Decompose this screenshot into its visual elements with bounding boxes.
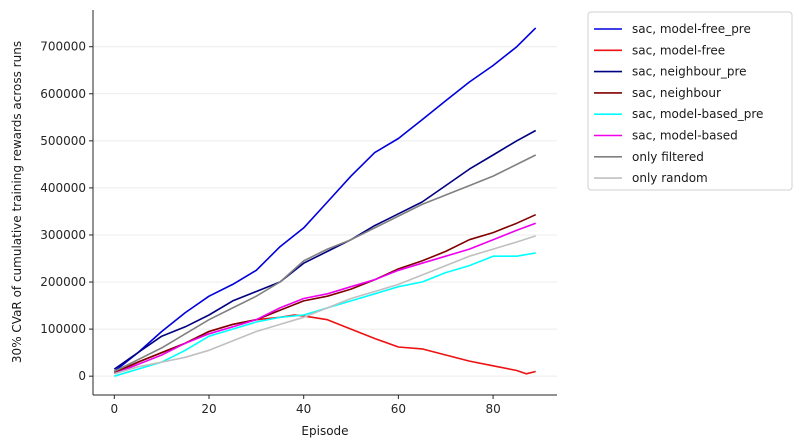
- y-tick-label: 100000: [40, 322, 86, 336]
- legend-entry-label: sac, neighbour: [632, 86, 721, 100]
- x-tick-label: 40: [296, 402, 311, 416]
- x-tick-label: 60: [391, 402, 406, 416]
- legend-entry-label: sac, model-based_pre: [632, 107, 763, 121]
- y-gridlines: [93, 46, 557, 377]
- x-axis-label: Episode: [301, 424, 348, 438]
- legend-entry-label: sac, model-based: [632, 129, 738, 143]
- legend-entry-label: sac, model-free: [632, 43, 725, 57]
- y-tick-label: 400000: [40, 181, 86, 195]
- x-tick-label: 0: [110, 402, 118, 416]
- y-tick-label: 0: [78, 369, 86, 383]
- legend-frame: [587, 11, 793, 191]
- x-tick-label: 20: [201, 402, 216, 416]
- series-line: [114, 252, 536, 377]
- series-line: [114, 235, 536, 375]
- x-ticks: 0 20 40 60 80: [110, 395, 501, 416]
- series-line: [113, 314, 536, 375]
- x-tick-label: 80: [485, 402, 500, 416]
- series-line: [113, 129, 537, 370]
- y-axis-label: 30% CVaR of cumulative training rewards …: [10, 41, 24, 363]
- legend-entry-label: only filtered: [632, 150, 704, 164]
- y-tick-label: 300000: [40, 228, 86, 242]
- y-tick-label: 500000: [40, 134, 86, 148]
- y-ticks: 0 100000 200000 300000 400000 500000 600000 700…: [40, 40, 93, 383]
- legend: sac, model-free_pre sac, model-free sac, n…: [587, 11, 793, 191]
- axes: [92, 10, 557, 396]
- series-line: [114, 222, 536, 375]
- legend-entry-label: sac, neighbour_pre: [632, 65, 747, 79]
- legend-entry-label: only random: [632, 171, 708, 185]
- y-tick-label: 700000: [40, 40, 86, 54]
- y-tick-label: 200000: [40, 275, 86, 289]
- y-tick-label: 600000: [40, 87, 86, 101]
- series-line: [113, 27, 537, 373]
- legend-entry-label: sac, model-free_pre: [632, 22, 751, 36]
- series-line: [113, 154, 537, 373]
- series-lines: [113, 27, 537, 377]
